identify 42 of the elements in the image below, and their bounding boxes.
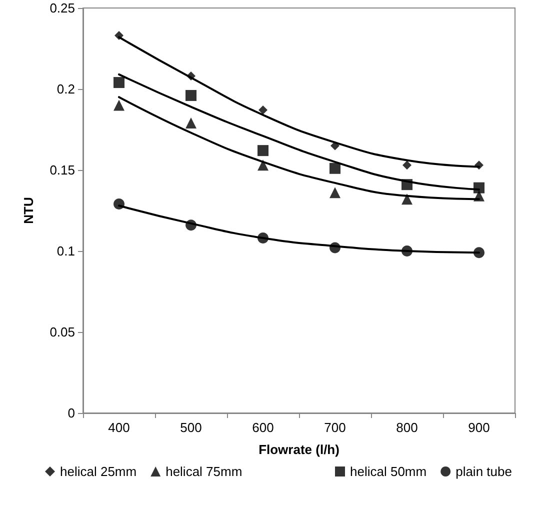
point xyxy=(402,246,412,256)
x-tick-label: 600 xyxy=(252,420,274,435)
y-tick-label: 0.05 xyxy=(50,324,75,340)
y-tick-label: 0.15 xyxy=(50,162,75,178)
point xyxy=(474,182,484,194)
y-tick-label: 0.2 xyxy=(56,82,75,96)
point xyxy=(474,247,484,258)
point xyxy=(330,242,340,254)
y-tick-label: 0.25 xyxy=(50,0,75,16)
point xyxy=(186,90,196,101)
x-tick-label: 700 xyxy=(324,420,346,435)
point xyxy=(402,160,412,170)
point xyxy=(330,141,340,150)
point xyxy=(186,72,196,81)
legend-label: helical 50mm xyxy=(350,464,427,479)
x-tick-label: 800 xyxy=(396,420,418,435)
point xyxy=(330,187,340,198)
legend-label: helical 25mm xyxy=(60,464,137,479)
x-tick-label: 500 xyxy=(180,420,202,435)
point xyxy=(258,232,268,244)
x-axis-title: Flowrate (l/h) xyxy=(258,442,340,457)
point xyxy=(402,179,412,190)
point xyxy=(114,100,124,111)
point xyxy=(186,220,196,231)
x-tick-label: 900 xyxy=(468,420,490,435)
y-tick-label: 0.1 xyxy=(56,244,75,258)
point xyxy=(474,190,484,202)
point xyxy=(186,118,196,129)
point xyxy=(474,160,484,170)
x-tick-label: 400 xyxy=(108,420,130,435)
legend-label: helical 75mm xyxy=(166,464,242,479)
point xyxy=(258,145,268,156)
point xyxy=(258,160,268,171)
point xyxy=(114,31,124,40)
point xyxy=(258,106,268,115)
point xyxy=(330,162,340,174)
point xyxy=(114,77,124,88)
point xyxy=(402,194,412,205)
y-axis-title: NTU xyxy=(21,197,36,224)
point xyxy=(114,198,124,210)
legend-label: plain tube xyxy=(456,464,512,479)
y-tick-label: 0 xyxy=(68,406,75,420)
